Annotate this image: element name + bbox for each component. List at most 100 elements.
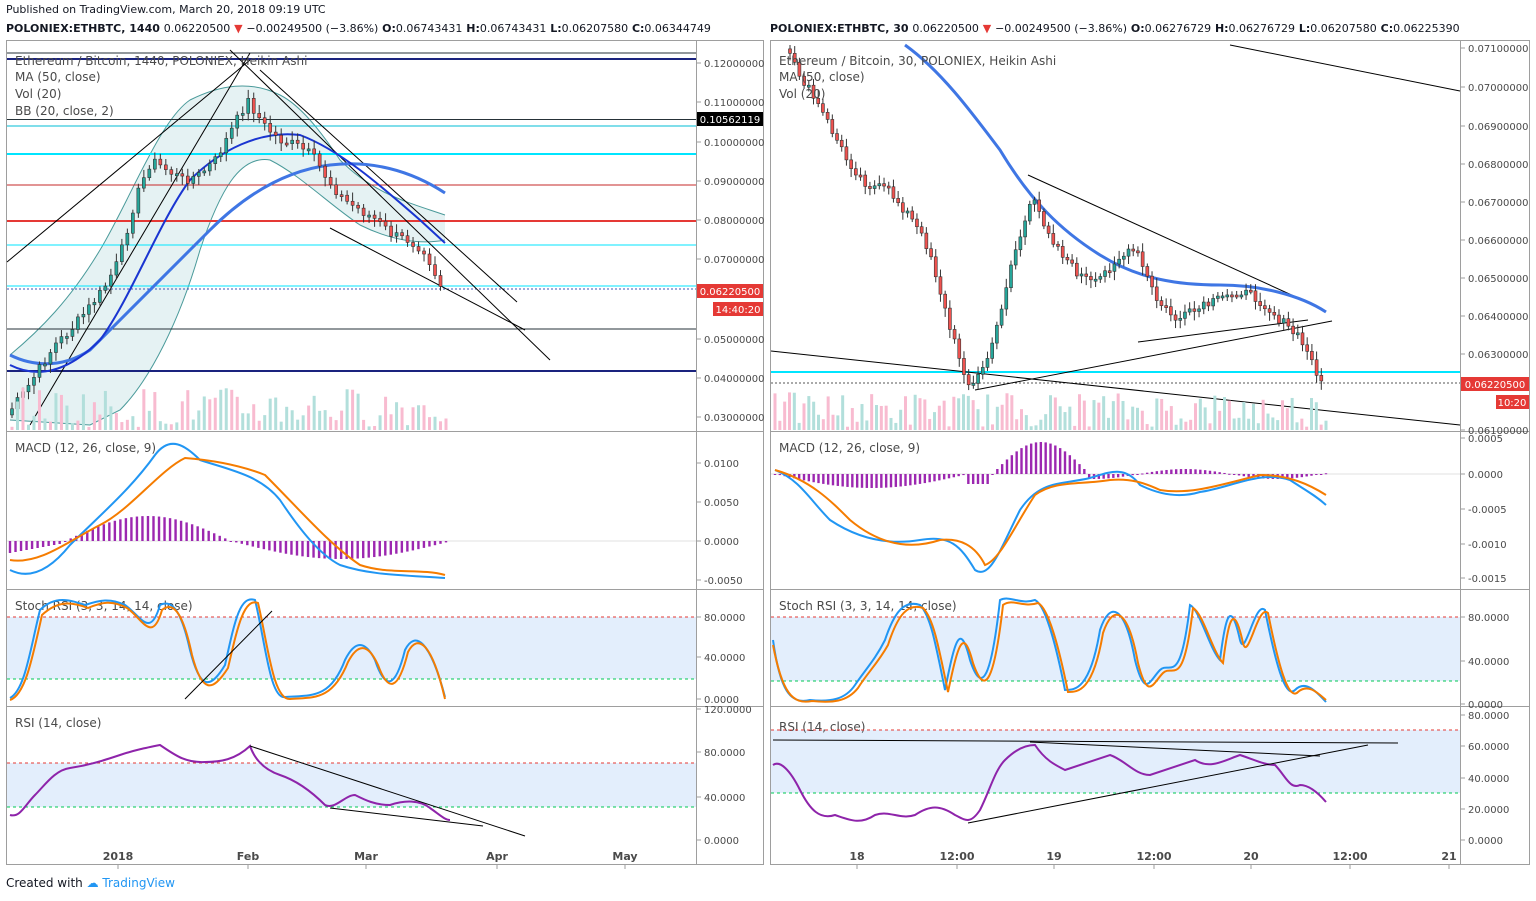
left-ma-50 bbox=[9, 162, 446, 366]
published-caption: Published on TradingView.com, March 20, … bbox=[6, 3, 326, 16]
left-legend-title: Ethereum / Bitcoin, 1440, POLONIEX, Heik… bbox=[15, 54, 307, 68]
right-stoch-band bbox=[771, 617, 1460, 681]
left-rsi bbox=[7, 743, 696, 837]
axis-tick-label: 0.06300000 bbox=[1468, 350, 1528, 361]
right-rsi bbox=[771, 729, 1460, 824]
right-chart[interactable] bbox=[770, 40, 1530, 865]
axis-tick-label: 80.0000 bbox=[1468, 613, 1509, 624]
axis-tick-label: 0.12000000 bbox=[704, 59, 764, 70]
axis-tick-label: 0.06700000 bbox=[1468, 198, 1528, 209]
axis-tick-label: 80.0000 bbox=[1468, 711, 1509, 722]
left-time-axis: 2018 Feb Mar Apr May bbox=[103, 850, 638, 869]
right-countdown: 10:20 bbox=[1498, 398, 1527, 409]
axis-tick-label: 0.0000 bbox=[704, 537, 739, 548]
right-legend-ma: MA (50, close) bbox=[779, 70, 865, 84]
right-symbol: POLONIEX:ETHBTC, 30 bbox=[770, 22, 909, 35]
right-macd bbox=[771, 442, 1460, 573]
right-rsi-legend: RSI (14, close) bbox=[779, 720, 865, 734]
left-ma-20 bbox=[9, 133, 446, 373]
sub-axes: 0.0100 0.0050 0.0000 -0.0050 80.0000 40.0000 0… bbox=[697, 434, 1509, 847]
axis-tick-label: 40.0000 bbox=[1468, 774, 1509, 785]
left-last-price-label: 0.06220500 bbox=[700, 287, 760, 298]
time-tick-label: 12:00 bbox=[939, 850, 974, 863]
down-arrow-icon: ▼ bbox=[234, 22, 243, 35]
left-legend-bb: BB (20, close, 2) bbox=[15, 104, 114, 118]
right-time-axis: 18 12:00 19 12:00 20 12:00 21 bbox=[849, 850, 1457, 869]
axis-tick-label: 0.06900000 bbox=[1468, 122, 1528, 133]
right-price-axis: 0.07100000 0.07000000 0.06900000 0.06800000… bbox=[1461, 44, 1528, 437]
time-tick-label: 19 bbox=[1046, 850, 1061, 863]
left-stoch bbox=[7, 598, 696, 701]
right-price: 0.06220500 bbox=[912, 22, 979, 35]
right-legend-title: Ethereum / Bitcoin, 30, POLONIEX, Heikin… bbox=[779, 54, 1056, 68]
time-tick-label: Apr bbox=[486, 850, 508, 863]
right-stoch-legend: Stoch RSI (3, 3, 14, 14, close) bbox=[779, 599, 957, 613]
right-frame bbox=[770, 40, 1530, 865]
left-change: −0.00249500 (−3.86%) bbox=[246, 22, 379, 35]
axis-tick-label: 0.10000000 bbox=[704, 138, 764, 149]
axis-tick-label: 0.06800000 bbox=[1468, 160, 1528, 171]
left-panel-header: POLONIEX:ETHBTC, 1440 0.06220500 ▼ −0.00… bbox=[6, 22, 711, 35]
right-candles bbox=[788, 45, 1324, 391]
left-level-label: 0.10562119 bbox=[700, 115, 760, 126]
axis-tick-label: 0.09000000 bbox=[704, 177, 764, 188]
axis-tick-label: 40.0000 bbox=[704, 793, 745, 804]
left-price-axis: 0.12000000 0.11000000 0.10000000 0.09000000… bbox=[697, 59, 764, 424]
footer: Created with ☁ TradingView bbox=[6, 876, 175, 890]
axis-tick-label: 0.06400000 bbox=[1468, 312, 1528, 323]
left-countdown: 14:40:20 bbox=[716, 305, 761, 316]
axis-tick-label: 0.0005 bbox=[1468, 434, 1503, 445]
left-bb-fill bbox=[10, 85, 445, 426]
left-symbol: POLONIEX:ETHBTC, 1440 bbox=[6, 22, 160, 35]
right-legend-vol: Vol (20) bbox=[779, 87, 825, 101]
axis-tick-label: 0.11000000 bbox=[704, 98, 764, 109]
footer-brand: TradingView bbox=[102, 876, 175, 890]
axis-tick-label: 0.07000000 bbox=[1468, 83, 1528, 94]
axis-tick-label: 0.04000000 bbox=[704, 374, 764, 385]
axis-tick-label: 0.05000000 bbox=[704, 335, 764, 346]
axis-tick-label: 0.0000 bbox=[704, 695, 739, 706]
left-rsi-band bbox=[7, 763, 696, 807]
left-stoch-legend: Stoch RSI (3, 3, 14, 14, close) bbox=[15, 599, 193, 613]
time-tick-label: 21 bbox=[1441, 850, 1456, 863]
axis-tick-label: 80.0000 bbox=[704, 748, 745, 759]
axis-tick-label: 0.0050 bbox=[704, 498, 739, 509]
axis-tick-label: 0.0000 bbox=[1468, 836, 1503, 847]
time-tick-label: Feb bbox=[237, 850, 260, 863]
axis-tick-label: -0.0015 bbox=[1468, 574, 1507, 585]
axis-tick-label: 0.0100 bbox=[704, 459, 739, 470]
axis-tick-label: 0.08000000 bbox=[704, 216, 764, 227]
right-rsi-band bbox=[771, 730, 1460, 793]
left-volume bbox=[10, 387, 448, 430]
axis-tick-label: 0.03000000 bbox=[704, 413, 764, 424]
axis-tick-label: 60.0000 bbox=[1468, 742, 1509, 753]
right-ma-50 bbox=[904, 43, 1327, 314]
left-macd-legend: MACD (12, 26, close, 9) bbox=[15, 441, 156, 455]
left-price: 0.06220500 bbox=[163, 22, 231, 35]
time-tick-label: 12:00 bbox=[1332, 850, 1367, 863]
right-change: −0.00249500 (−3.86%) bbox=[995, 22, 1128, 35]
down-arrow-icon: ▼ bbox=[982, 22, 992, 35]
axis-tick-label: -0.0005 bbox=[1468, 505, 1507, 516]
time-tick-label: 18 bbox=[849, 850, 864, 863]
time-tick-label: 2018 bbox=[103, 850, 134, 863]
axis-tick-label: 0.0000 bbox=[704, 836, 739, 847]
axis-tick-label: 40.0000 bbox=[1468, 657, 1509, 668]
axis-tick-label: 0.0000 bbox=[1468, 470, 1503, 481]
axis-tick-label: -0.0050 bbox=[704, 576, 743, 587]
right-macd-legend: MACD (12, 26, close, 9) bbox=[779, 441, 920, 455]
axis-tick-label: -0.0010 bbox=[1468, 540, 1507, 551]
time-tick-label: 12:00 bbox=[1136, 850, 1171, 863]
axis-tick-label: 0.06500000 bbox=[1468, 274, 1528, 285]
left-candles bbox=[10, 89, 443, 419]
axis-tick-label: 20.0000 bbox=[1468, 805, 1509, 816]
axis-tick-label: 0.06600000 bbox=[1468, 236, 1528, 247]
time-tick-label: May bbox=[612, 850, 637, 863]
axis-tick-label: 0.07000000 bbox=[704, 255, 764, 266]
left-chart[interactable] bbox=[6, 40, 764, 865]
time-tick-label: Mar bbox=[354, 850, 378, 863]
left-rsi-legend: RSI (14, close) bbox=[15, 716, 101, 730]
left-legend-ma: MA (50, close) bbox=[15, 70, 101, 84]
axis-tick-label: 0.07100000 bbox=[1468, 44, 1528, 55]
